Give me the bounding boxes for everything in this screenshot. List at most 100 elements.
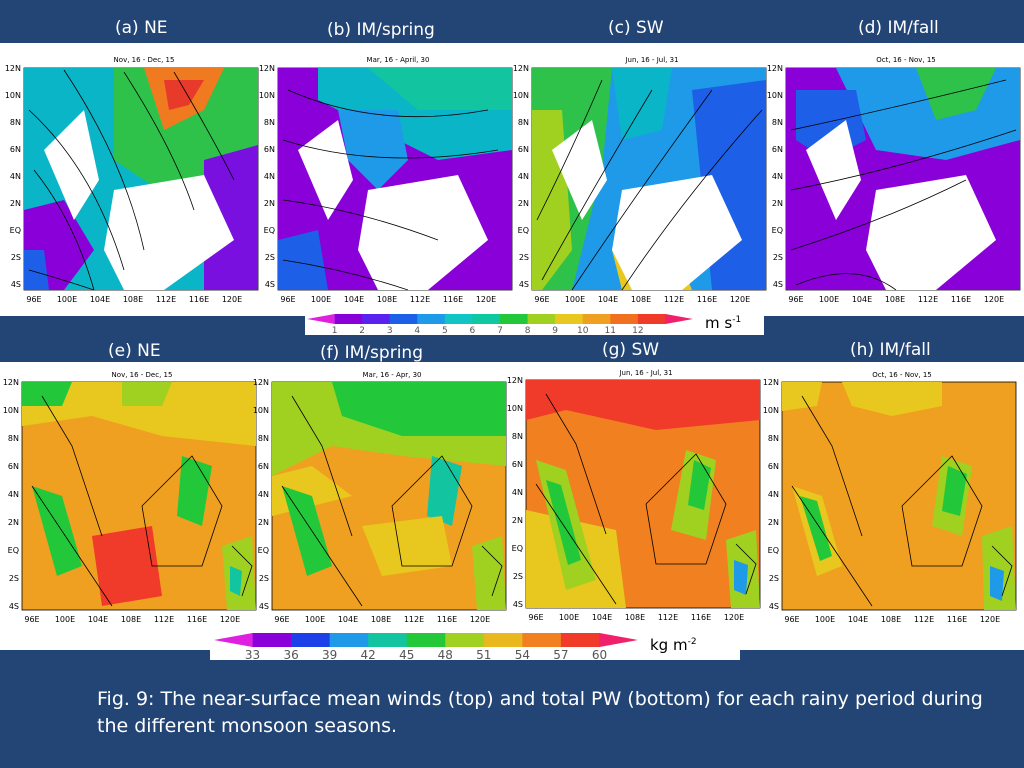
wind-colorbar-tick: 11 (605, 326, 616, 335)
svg-text:4N: 4N (512, 488, 523, 497)
svg-text:116E: 116E (697, 295, 717, 304)
svg-text:120E: 120E (980, 615, 1000, 624)
streamlines (536, 79, 763, 291)
svg-text:2N: 2N (518, 199, 529, 208)
figure-caption: Fig. 9: The near-surface mean winds (top… (97, 688, 983, 737)
svg-text:108E: 108E (371, 615, 391, 624)
lon-axis: 96E 100E 104E 108E 112E 116E 120E (528, 613, 744, 622)
svg-text:8N: 8N (10, 118, 21, 127)
svg-text:120E: 120E (724, 613, 744, 622)
svg-text:12N: 12N (259, 64, 275, 73)
wind-field-ne (24, 68, 258, 290)
coastline (31, 395, 253, 607)
svg-text:120E: 120E (984, 295, 1004, 304)
lat-axis: 12N 10N 8N 6N 4N 2N EQ 2S 4S (513, 64, 529, 289)
pw-panel-ne: Nov, 16 - Dec, 15 12N 10N 8N 6N 4N 2N EQ… (2, 366, 258, 628)
svg-text:104E: 104E (598, 295, 618, 304)
pw-field-im-spring (272, 382, 506, 610)
svg-text:10N: 10N (253, 406, 269, 415)
wind-colorbar-tick: 7 (497, 326, 503, 335)
svg-text:EQ: EQ (518, 226, 529, 235)
pw-colorbar-scale: 33 36 39 42 45 48 51 54 57 60 (214, 633, 638, 662)
svg-text:EQ: EQ (10, 226, 21, 235)
svg-text:EQ: EQ (768, 546, 779, 555)
pw-map-im-spring: Mar, 16 - Apr, 30 12N 10N 8N 6N 4N 2N EQ… (253, 371, 507, 624)
pw-colorbar: 33 36 39 42 45 48 51 54 57 60 kg m-2 (210, 632, 740, 662)
svg-text:108E: 108E (377, 295, 397, 304)
wind-unit: m s-1 (705, 314, 742, 332)
wind-colorbar-swatch (582, 314, 611, 324)
svg-text:2S: 2S (519, 253, 529, 262)
wind-colorbar-swatch (527, 314, 556, 324)
svg-text:120E: 120E (222, 295, 242, 304)
pw-colorbar-swatch (291, 633, 331, 647)
svg-text:8N: 8N (768, 434, 779, 443)
svg-text:2S: 2S (9, 574, 19, 583)
svg-text:10N: 10N (513, 91, 529, 100)
wind-colorbar-swatch (417, 314, 446, 324)
lat-axis: 12N 10N 8N 6N 4N 2N EQ 2S 4S (5, 64, 21, 289)
wind-map-sw: Jun, 16 - Jul, 31 12N 10N 8N 6N 4N 2N EQ… (513, 56, 767, 304)
panel-label-f: (f) IM/spring (320, 343, 423, 363)
svg-text:2S: 2S (11, 253, 21, 262)
svg-text:8N: 8N (8, 434, 19, 443)
wind-colorbar-swatch (665, 314, 693, 324)
svg-text:4S: 4S (11, 280, 21, 289)
wind-colorbar: 1 2 3 4 5 6 7 8 9 10 11 12 m s-1 (305, 313, 764, 336)
svg-text:EQ: EQ (264, 226, 275, 235)
svg-text:2S: 2S (265, 253, 275, 262)
wind-colorbar-swatch (334, 314, 363, 324)
lat-axis: 12N 10N 8N 6N 4N 2N EQ 2S 4S (507, 376, 523, 609)
svg-text:116E: 116E (691, 613, 711, 622)
svg-text:2S: 2S (513, 572, 523, 581)
pw-colorbar-tick: 57 (553, 648, 568, 660)
panel-title: Nov, 16 - Dec, 15 (112, 371, 173, 379)
svg-text:6N: 6N (264, 145, 275, 154)
svg-text:6N: 6N (10, 145, 21, 154)
svg-text:112E: 112E (156, 295, 176, 304)
pw-map-sw: Jun, 16 - Jul, 31 12N 10N 8N 6N 4N 2N EQ… (507, 369, 761, 622)
svg-text:10N: 10N (763, 406, 779, 415)
lat-axis: 12N 10N 8N 6N 4N 2N EQ 2S 4S (763, 378, 779, 611)
svg-text:10N: 10N (5, 91, 21, 100)
svg-text:116E: 116E (951, 295, 971, 304)
svg-text:116E: 116E (189, 295, 209, 304)
wind-field-im-fall (786, 68, 1020, 290)
panel-title: Jun, 16 - Jul, 31 (618, 369, 672, 377)
svg-text:112E: 112E (658, 613, 678, 622)
pw-colorbar-tick: 36 (283, 648, 298, 660)
pw-colorbar-tick: 48 (438, 648, 453, 660)
svg-text:6N: 6N (772, 145, 783, 154)
pw-unit: kg m-2 (650, 636, 697, 654)
svg-text:4N: 4N (258, 490, 269, 499)
wind-colorbar-swatch (389, 314, 418, 324)
streamlines (790, 79, 1017, 291)
lon-axis: 96E 100E 104E 108E 112E 116E 120E (274, 615, 490, 624)
wind-colorbar-swatch (555, 314, 584, 324)
svg-text:12N: 12N (507, 376, 523, 385)
svg-text:12N: 12N (513, 64, 529, 73)
svg-text:2N: 2N (264, 199, 275, 208)
pw-field-ne (22, 382, 256, 610)
svg-text:12N: 12N (763, 378, 779, 387)
svg-text:108E: 108E (123, 295, 143, 304)
lon-axis: 96E 100E 104E 108E 112E 116E 120E (788, 295, 1004, 304)
svg-text:4S: 4S (265, 280, 275, 289)
svg-text:96E: 96E (528, 613, 543, 622)
streamlines (28, 69, 235, 291)
panel-label-e: (e) NE (108, 341, 161, 361)
svg-text:100E: 100E (57, 295, 77, 304)
panel-label-g: (g) SW (602, 340, 660, 360)
svg-text:2N: 2N (8, 518, 19, 527)
panel-title: Oct, 16 - Nov, 15 (872, 371, 931, 379)
coastline (535, 393, 757, 605)
svg-text:108E: 108E (881, 615, 901, 624)
svg-text:4N: 4N (768, 490, 779, 499)
svg-text:4N: 4N (518, 172, 529, 181)
svg-text:2N: 2N (258, 518, 269, 527)
svg-text:104E: 104E (338, 615, 358, 624)
pw-colorbar-swatch (252, 633, 292, 647)
svg-text:96E: 96E (24, 615, 39, 624)
svg-text:100E: 100E (819, 295, 839, 304)
lat-axis: 12N 10N 8N 6N 4N 2N EQ 2S 4S (3, 378, 19, 611)
